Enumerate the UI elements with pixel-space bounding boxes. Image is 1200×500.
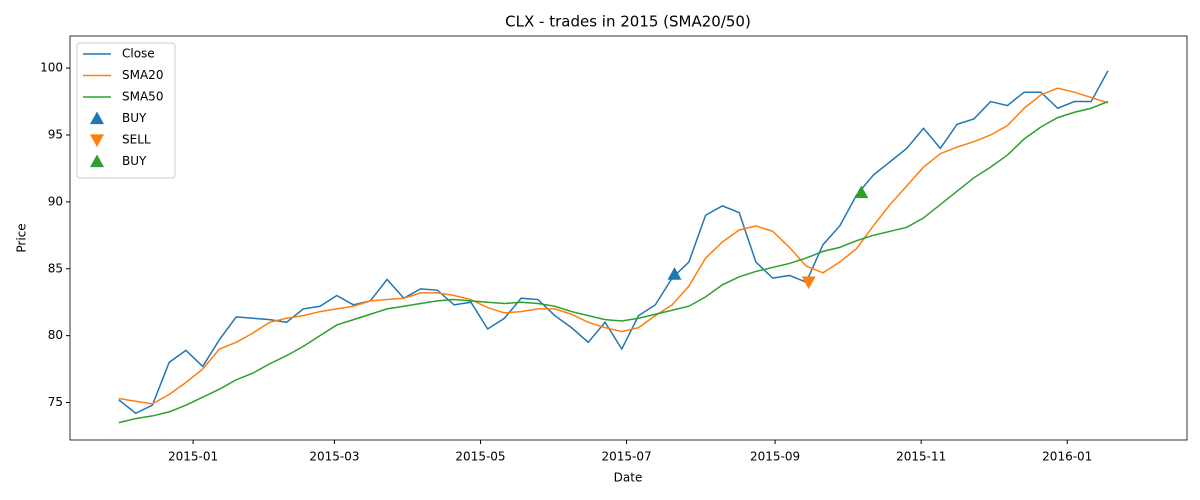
y-tick-label: 90: [48, 194, 63, 208]
legend-label: SMA50: [122, 90, 163, 104]
trade-marker: [667, 267, 682, 280]
x-tick-label: 2015-11: [896, 450, 946, 464]
y-tick-label: 85: [48, 261, 63, 275]
series-line: [118, 87, 1109, 405]
legend-label: Close: [122, 47, 155, 61]
legend-symbol: [90, 134, 104, 147]
series-line: [118, 70, 1109, 415]
legend-symbol: [90, 111, 104, 125]
x-tick-label: 2015-07: [602, 450, 652, 464]
y-axis-label: Price: [15, 223, 29, 252]
legend: Close SMA20 SMA50 BUY SELL BUY: [76, 42, 176, 179]
y-tick-label: 95: [48, 127, 63, 141]
legend-box: [76, 42, 176, 179]
x-tick-label: 2015-01: [168, 450, 218, 464]
legend-label: SELL: [122, 133, 151, 147]
y-tick-label: 75: [48, 395, 63, 409]
series-line: [118, 100, 1109, 424]
x-tick-label: 2016-01: [1042, 450, 1092, 464]
chart-title: CLX - trades in 2015 (SMA20/50): [505, 13, 751, 31]
trade-marker: [801, 276, 816, 290]
y-tick-label: 100: [40, 61, 63, 75]
legend-label: BUY: [122, 154, 147, 168]
x-tick-label: 2015-05: [455, 450, 505, 464]
x-tick-label: 2015-09: [750, 450, 800, 464]
legend-symbol: [90, 154, 104, 168]
x-axis-label: Date: [614, 471, 643, 485]
x-tick-label: 2015-03: [309, 450, 359, 464]
plot-frame: [69, 35, 1188, 441]
y-tick-label: 80: [48, 328, 63, 342]
legend-label: SMA20: [122, 68, 163, 82]
legend-label: BUY: [122, 111, 147, 125]
trade-marker: [854, 185, 869, 199]
